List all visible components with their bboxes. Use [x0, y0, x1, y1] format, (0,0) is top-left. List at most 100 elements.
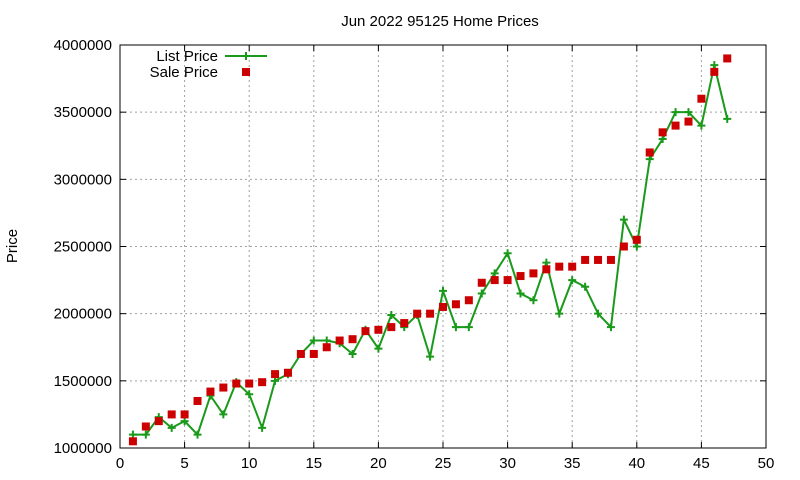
- data-point-sale-price: [154, 417, 163, 426]
- data-point-list-price: [529, 296, 538, 305]
- legend-label-sale-price: Sale Price: [150, 64, 218, 81]
- y-axis-label: Price: [4, 229, 21, 263]
- legend-label-list-price: List Price: [156, 48, 218, 65]
- data-point-list-price: [606, 323, 615, 332]
- data-point-sale-price: [568, 262, 577, 271]
- data-point-sale-price: [245, 379, 254, 388]
- x-tick-label: 10: [241, 455, 258, 472]
- data-point-list-price: [219, 410, 228, 419]
- data-point-list-price: [632, 242, 641, 251]
- data-point-list-price: [658, 135, 667, 144]
- y-tick-label: 3500000: [54, 104, 112, 121]
- data-point-list-price: [141, 430, 150, 439]
- data-point-list-price: [671, 108, 680, 117]
- data-point-list-price: [697, 121, 706, 130]
- legend-marker-list-price: [242, 52, 250, 60]
- data-point-sale-price: [619, 242, 628, 251]
- grid: [120, 45, 766, 448]
- data-point-sale-price: [374, 325, 383, 334]
- data-point-sale-price: [516, 272, 525, 281]
- data-point-sale-price: [400, 319, 409, 328]
- data-point-sale-price: [439, 302, 447, 311]
- data-point-list-price: [594, 309, 603, 318]
- data-point-sale-price: [141, 422, 150, 431]
- data-point-list-price: [568, 276, 577, 285]
- data-point-sale-price: [193, 396, 202, 405]
- data-point-sale-price: [387, 323, 396, 332]
- data-point-sale-price: [128, 437, 137, 446]
- x-tick-label: 30: [499, 455, 516, 472]
- data-point-list-price: [439, 286, 447, 295]
- data-point-list-price: [309, 336, 318, 345]
- data-point-sale-price: [581, 255, 590, 264]
- data-point-list-price: [271, 376, 280, 385]
- data-point-sale-price: [490, 276, 499, 285]
- x-tick-label: 20: [370, 455, 387, 472]
- data-point-sale-price: [322, 343, 331, 352]
- x-tick-label: 50: [758, 455, 775, 472]
- axis-ticks: 0 5 10 15 20 25 30 35 40 45 50 1000000 1500000 200000…: [54, 37, 775, 472]
- y-tick-label: 2000000: [54, 306, 112, 323]
- data-point-sale-price: [413, 309, 422, 318]
- data-point-sale-price: [594, 255, 603, 264]
- data-point-sale-price: [426, 309, 435, 318]
- data-point-sale-price: [658, 128, 667, 137]
- legend: List Price Sale Price: [150, 48, 267, 81]
- data-point-sale-price: [542, 265, 551, 274]
- data-point-list-price: [167, 423, 176, 432]
- y-tick-label: 1000000: [54, 440, 112, 457]
- data-point-sale-price: [271, 370, 280, 379]
- data-point-list-price: [516, 289, 525, 298]
- y-tick-label: 3000000: [54, 171, 112, 188]
- data-point-sale-price: [645, 148, 654, 157]
- data-point-list-price: [258, 423, 267, 432]
- data-point-list-price: [503, 249, 512, 258]
- data-point-sale-price: [529, 269, 538, 278]
- legend-marker-sale-price: [242, 68, 250, 76]
- data-point-list-price: [374, 344, 383, 353]
- y-tick-label: 4000000: [54, 37, 112, 54]
- data-point-list-price: [477, 289, 486, 298]
- data-point-sale-price: [684, 117, 693, 126]
- x-tick-label: 35: [564, 455, 581, 472]
- data-point-list-price: [387, 311, 396, 320]
- data-point-sale-price: [710, 67, 719, 76]
- data-point-sale-price: [451, 300, 460, 309]
- x-tick-label: 0: [116, 455, 124, 472]
- data-point-list-price: [464, 323, 473, 332]
- data-point-sale-price: [167, 410, 176, 419]
- data-point-list-price: [180, 417, 189, 426]
- data-point-list-price: [348, 349, 357, 358]
- data-point-sale-price: [477, 278, 486, 287]
- data-point-list-price: [193, 430, 202, 439]
- data-point-list-price: [581, 282, 590, 291]
- data-point-sale-price: [606, 255, 615, 264]
- data-point-sale-price: [464, 296, 473, 305]
- data-point-list-price: [128, 430, 137, 439]
- data-point-sale-price: [219, 383, 228, 392]
- data-point-sale-price: [555, 262, 564, 271]
- data-point-sale-price: [335, 336, 344, 345]
- data-point-sale-price: [361, 327, 370, 336]
- data-point-sale-price: [503, 276, 512, 285]
- data-point-list-price: [426, 352, 435, 361]
- data-point-list-price: [245, 390, 254, 399]
- y-tick-label: 2500000: [54, 239, 112, 256]
- data-point-sale-price: [283, 368, 292, 377]
- data-point-list-price: [322, 336, 331, 345]
- data-point-list-price: [542, 258, 551, 267]
- data-point-list-price: [710, 61, 719, 70]
- data-point-list-price: [619, 215, 628, 224]
- data-point-sale-price: [232, 379, 241, 388]
- data-point-sale-price: [632, 235, 641, 244]
- x-tick-label: 15: [305, 455, 322, 472]
- data-point-sale-price: [697, 94, 706, 103]
- x-tick-label: 40: [628, 455, 645, 472]
- data-point-sale-price: [296, 349, 305, 358]
- y-tick-label: 1500000: [54, 373, 112, 390]
- data-point-sale-price: [671, 121, 680, 130]
- x-tick-label: 45: [693, 455, 710, 472]
- data-point-sale-price: [206, 387, 215, 396]
- data-point-sale-price: [309, 349, 318, 358]
